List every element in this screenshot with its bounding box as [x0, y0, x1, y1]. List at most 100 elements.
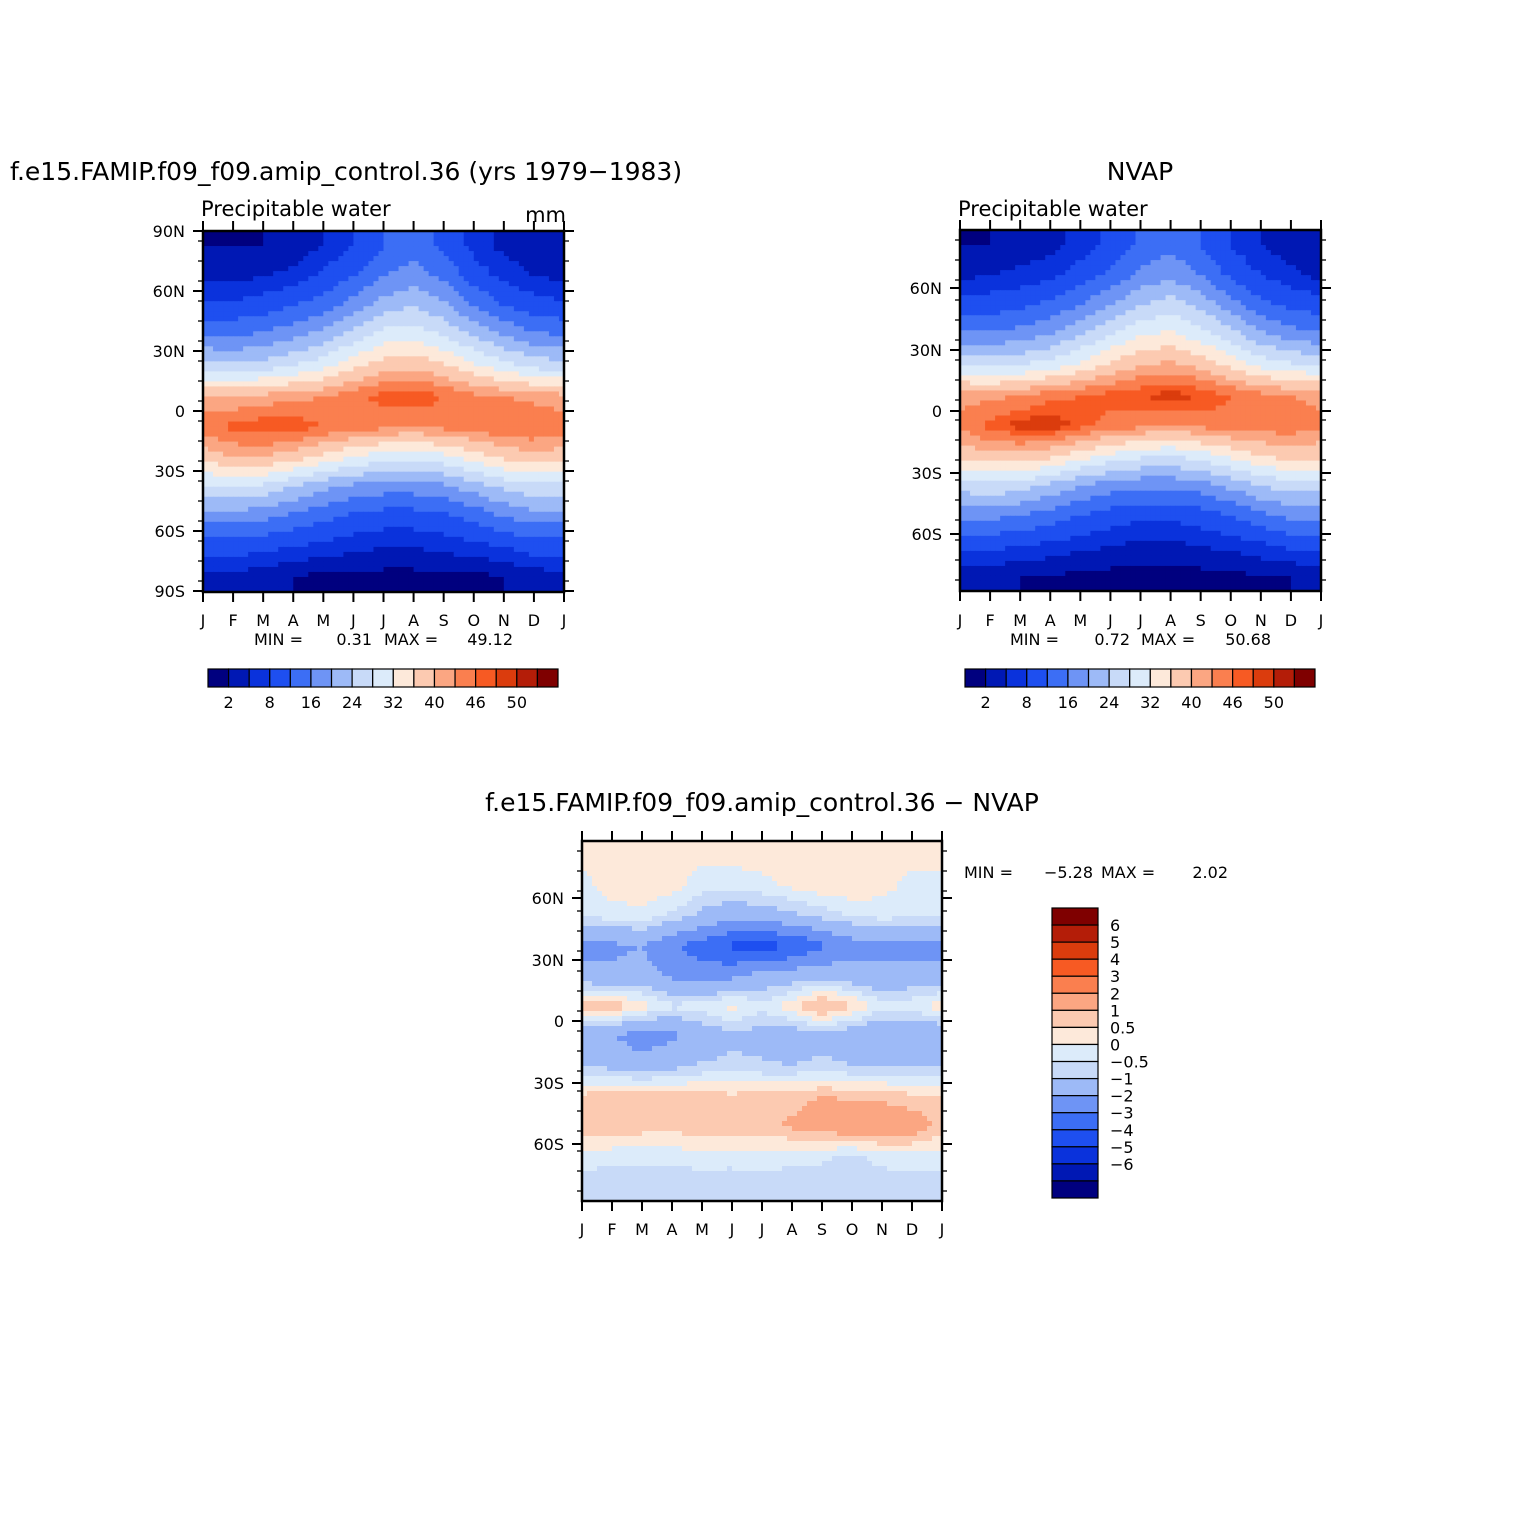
heatmap-cell: [223, 481, 229, 488]
heatmap-cell: [548, 231, 555, 237]
heatmap-cell: [378, 551, 385, 558]
heatmap-cell: [298, 396, 304, 403]
heatmap-cell: [403, 301, 410, 307]
heatmap-cell: [228, 536, 234, 543]
heatmap-cell: [503, 346, 510, 352]
heatmap-cell: [493, 341, 500, 347]
heatmap-cell: [558, 501, 564, 508]
heatmap-cell: [288, 431, 294, 438]
heatmap-cell: [368, 231, 375, 237]
heatmap-cell: [203, 276, 209, 282]
heatmap-cell: [318, 301, 324, 307]
heatmap-cell: [353, 261, 360, 267]
heatmap-cell: [313, 386, 319, 393]
heatmap-cell: [358, 501, 365, 508]
heatmap-cell: [393, 416, 400, 423]
heatmap-cell: [263, 561, 269, 568]
heatmap-cell: [228, 571, 234, 578]
heatmap-cell: [503, 436, 510, 443]
heatmap-cell: [268, 541, 274, 548]
heatmap-cell: [278, 401, 284, 408]
heatmap-cell: [408, 466, 415, 473]
heatmap-cell: [453, 546, 460, 553]
heatmap-cell: [268, 526, 274, 533]
heatmap-cell: [448, 421, 455, 428]
heatmap-cell: [518, 531, 525, 538]
heatmap-cell: [558, 341, 564, 347]
heatmap-cell: [268, 241, 274, 247]
heatmap-cell: [213, 436, 219, 443]
heatmap-cell: [553, 281, 560, 287]
heatmap-cell: [428, 301, 435, 307]
heatmap-cell: [553, 566, 560, 573]
heatmap-cell: [358, 396, 365, 403]
heatmap-cell: [328, 351, 334, 357]
heatmap-cell: [403, 516, 410, 523]
heatmap-cell: [378, 501, 385, 508]
heatmap-cell: [383, 231, 390, 237]
heatmap-cell: [213, 486, 219, 493]
heatmap-cell: [218, 346, 224, 352]
heatmap-cell: [428, 376, 435, 383]
heatmap-cell: [308, 251, 314, 257]
heatmap-cell: [338, 396, 344, 403]
heatmap-cell: [428, 436, 435, 443]
heatmap-cell: [318, 436, 324, 443]
heatmap-cell: [348, 276, 355, 282]
heatmap-cell: [298, 441, 304, 448]
heatmap-cell: [268, 531, 274, 538]
heatmap-cell: [253, 416, 259, 423]
heatmap-cell: [218, 431, 224, 438]
heatmap-cell: [253, 336, 259, 342]
heatmap-cell: [238, 456, 244, 463]
heatmap-cell: [293, 261, 299, 267]
heatmap-cell: [403, 511, 410, 518]
heatmap-cell: [383, 556, 390, 563]
heatmap-cell: [473, 341, 480, 347]
heatmap-cell: [388, 386, 395, 393]
heatmap-cell: [518, 356, 525, 362]
heatmap-cell: [273, 261, 279, 267]
heatmap-cell: [323, 511, 329, 518]
heatmap-cell: [528, 476, 535, 483]
heatmap-cell: [403, 466, 410, 473]
heatmap-cell: [488, 441, 495, 448]
heatmap-cell: [508, 256, 515, 262]
heatmap-cell: [503, 231, 510, 237]
heatmap-cell: [473, 391, 480, 398]
heatmap-cell: [483, 566, 490, 573]
heatmap-cell: [343, 321, 349, 327]
heatmap-cell: [483, 496, 490, 503]
heatmap-cell: [558, 426, 564, 433]
heatmap-cell: [408, 411, 415, 418]
heatmap-cell: [428, 236, 435, 242]
heatmap-cell: [348, 521, 355, 528]
heatmap-cell: [538, 401, 545, 408]
heatmap-cell: [523, 461, 530, 468]
heatmap-cell: [358, 416, 365, 423]
heatmap-cell: [438, 271, 445, 277]
heatmap-cell: [508, 356, 515, 362]
heatmap-cell: [508, 376, 515, 383]
heatmap-cell: [343, 306, 349, 312]
heatmap-cell: [358, 486, 365, 493]
heatmap-cell: [533, 456, 540, 463]
heatmap-cell: [303, 351, 309, 357]
heatmap-cell: [368, 301, 375, 307]
heatmap-cell: [343, 336, 349, 342]
heatmap-cell: [283, 261, 289, 267]
heatmap-cell: [248, 431, 254, 438]
heatmap-cell: [388, 346, 395, 352]
heatmap-cell: [503, 486, 510, 493]
heatmap-cell: [378, 316, 385, 322]
heatmap-cell: [478, 571, 485, 578]
heatmap-cell: [208, 516, 214, 523]
heatmap-cell: [483, 431, 490, 438]
heatmap-cell: [298, 506, 304, 513]
heatmap-cell: [403, 266, 410, 272]
heatmap-cell: [338, 406, 344, 413]
heatmap-cell: [543, 506, 550, 513]
heatmap-cell: [283, 381, 289, 388]
heatmap-cell: [343, 536, 349, 543]
heatmap-cell: [338, 561, 344, 568]
